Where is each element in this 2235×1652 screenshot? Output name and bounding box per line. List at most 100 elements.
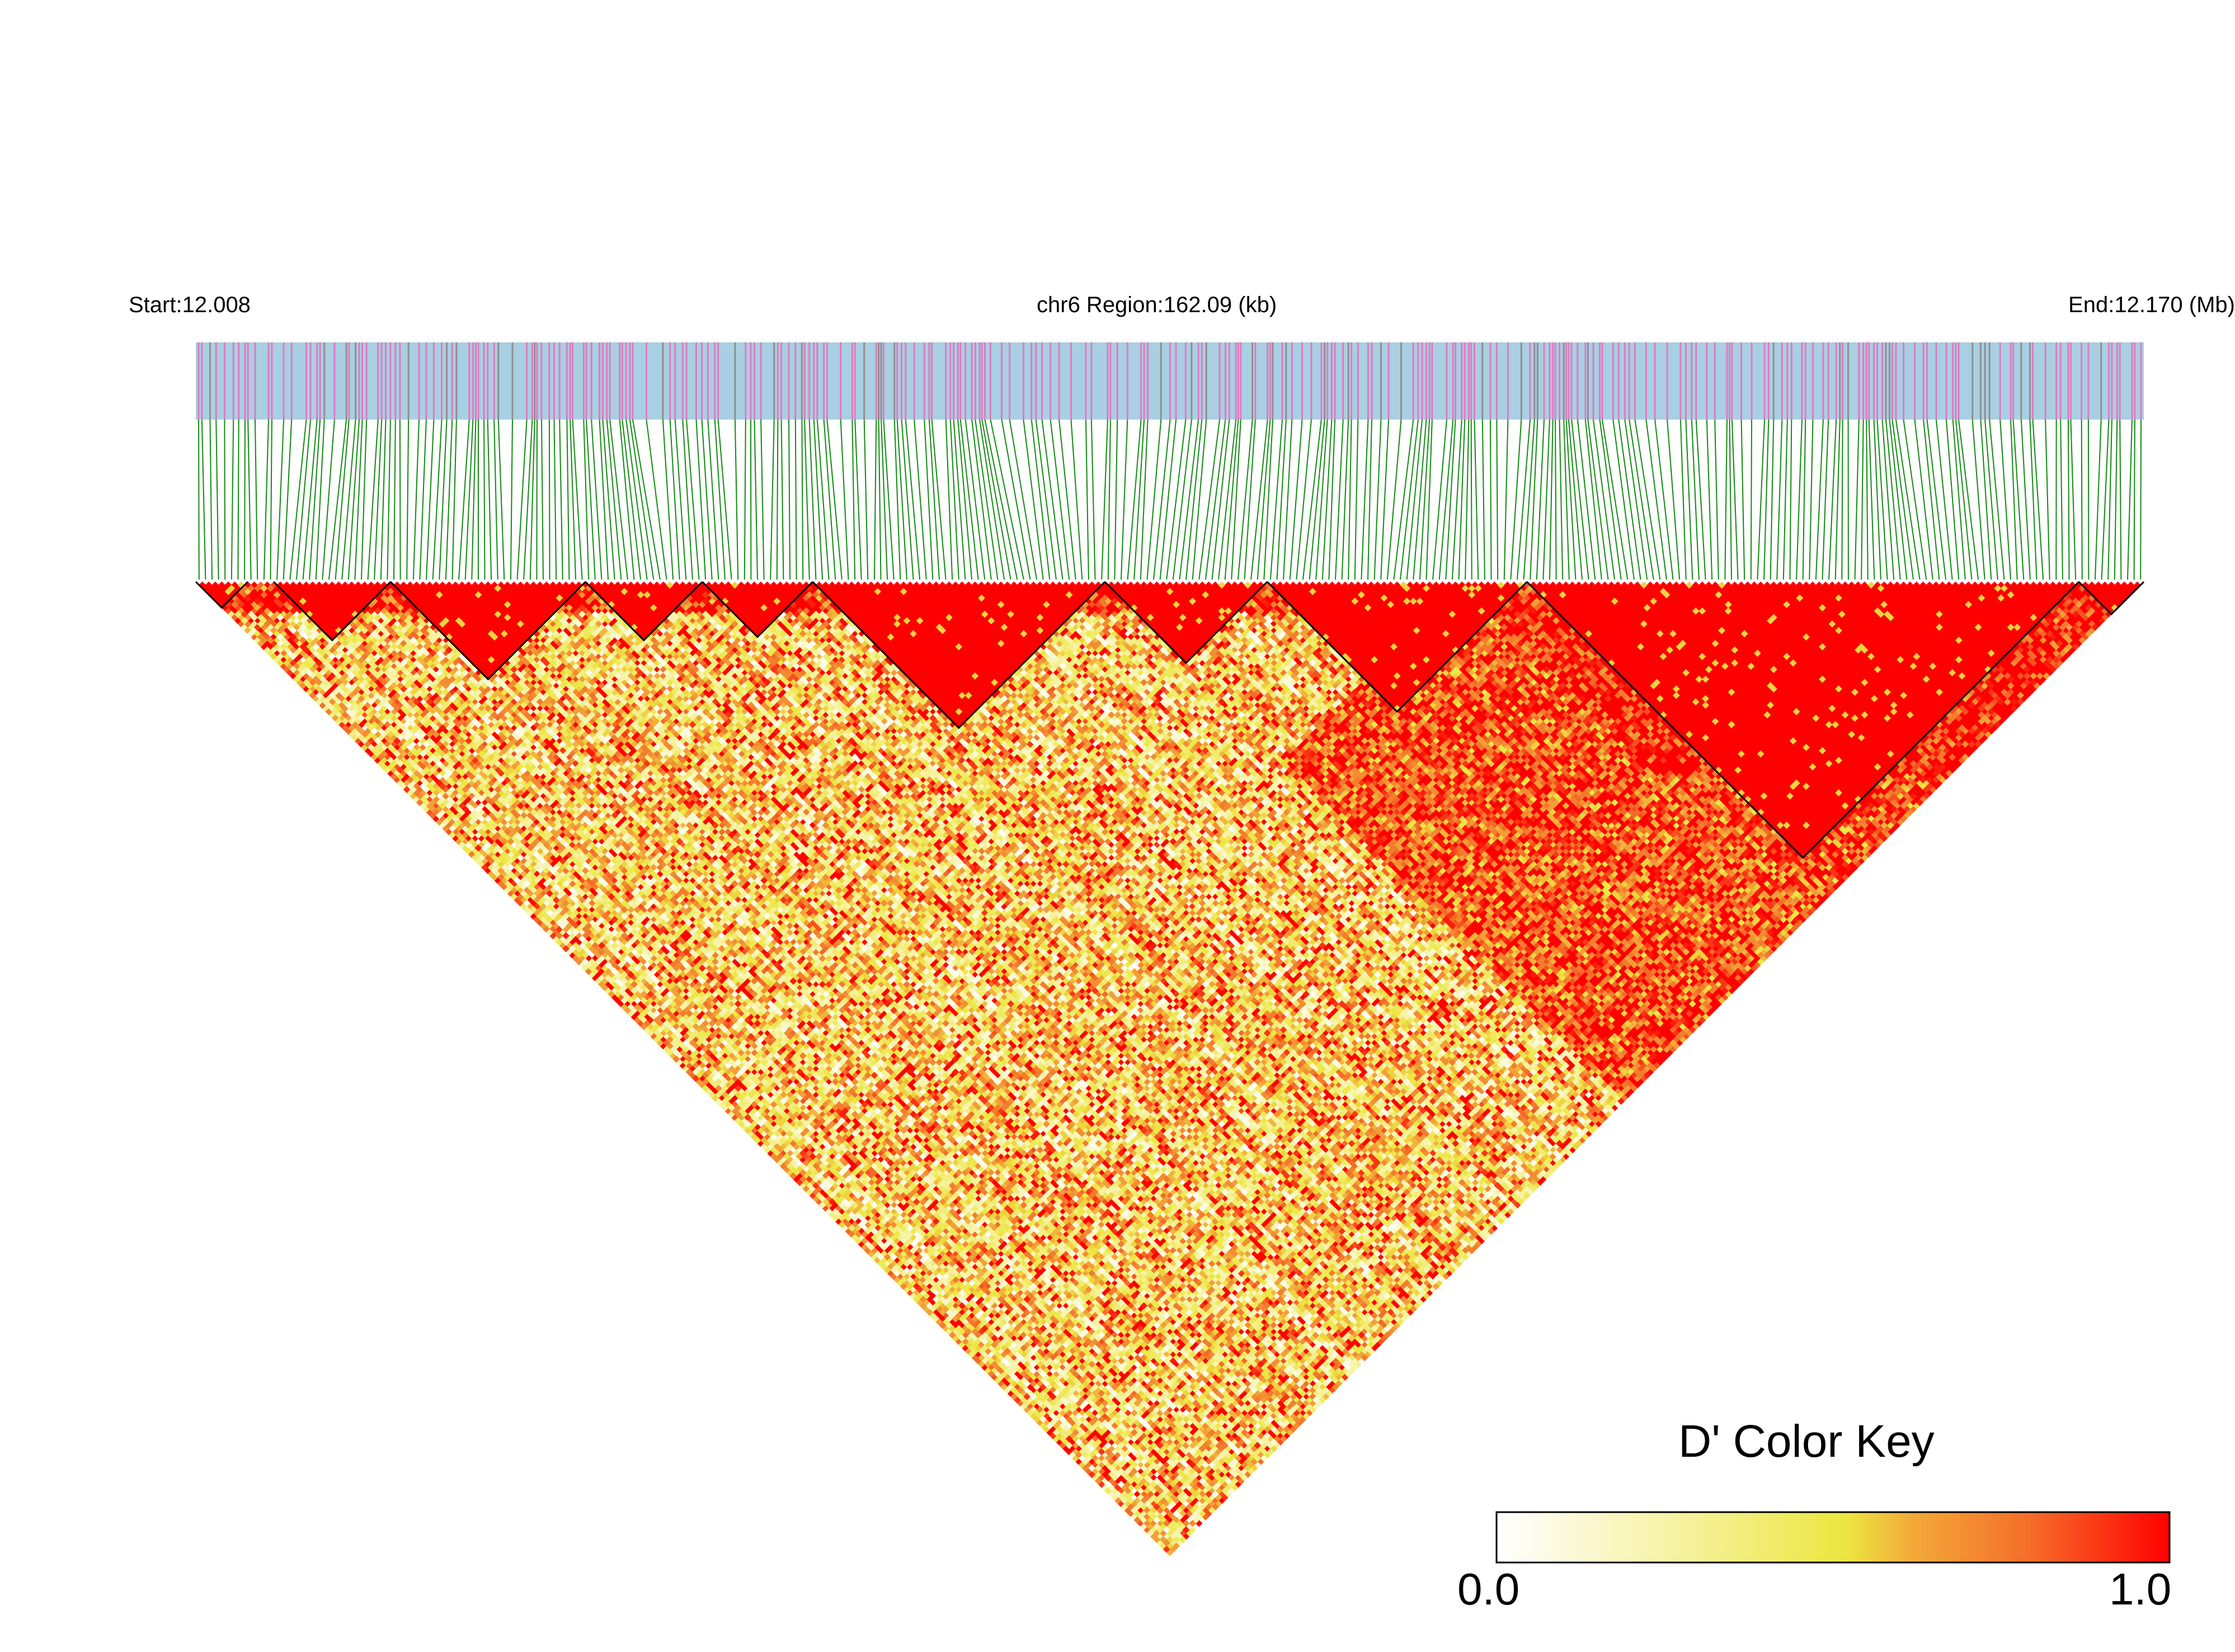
ld-cell-group [224,581,2119,1550]
region-start-label: Start:12.008 [129,293,251,317]
snp-connector [669,419,680,580]
snp-connector [1714,419,1719,580]
snp-connector [1536,419,1545,580]
snp-connector [1885,419,1901,580]
snp-connector [896,419,907,580]
snp-connector [1031,419,1051,580]
snp-connector [487,419,492,580]
snp-connector [1373,419,1382,580]
ld-block-outline [1526,581,2079,859]
snp-connector [215,419,219,580]
snp-connector [263,419,270,580]
snp-connector [674,419,687,580]
snp-connector [1224,419,1239,580]
snp-connector [230,419,234,580]
snp-connector [928,419,940,580]
snp-connector [1489,419,1492,580]
snp-connector [1679,419,1687,580]
snp-connector [609,419,628,580]
snp-connector [1861,419,1864,580]
ld-cell-group [237,585,2070,1556]
snp-connector [270,419,272,580]
snp-connector [1085,419,1089,580]
snp-connector [1185,419,1203,580]
snp-connector [1367,419,1372,580]
snp-connector [957,419,972,580]
snp-connector [873,419,877,580]
snp-connector [406,419,410,580]
snp-connector [1645,419,1667,580]
snp-connector [1152,419,1171,580]
snp-connector [276,419,285,580]
snp-connector [1796,419,1803,580]
snp-connector [1789,419,1792,580]
snp-connector [981,419,1011,580]
snp-connector [1321,419,1333,580]
snp-connector [559,419,563,580]
snp-connector [380,419,387,580]
snp-connector [2020,419,2031,580]
snp-connector [583,419,590,580]
snp-connector [878,419,882,580]
snp-connector [1406,419,1423,580]
snp-connector [315,419,325,580]
snp-connector [1179,419,1199,580]
ld-cell-group [224,581,2102,1537]
snp-connector [1354,419,1359,580]
snp-connector [1634,419,1661,580]
snp-connector [1413,419,1427,580]
snp-connector [840,419,849,580]
snp-connector [1757,419,1766,580]
snp-connector [816,419,830,580]
snp-connector [1289,419,1303,580]
snp-connector [1895,419,1921,580]
snp-connector [984,419,1018,580]
snp-connector [591,419,603,580]
snp-connector [823,419,836,580]
snp-connector [341,419,356,580]
snp-connector [1302,419,1322,580]
snp-connector [1348,419,1352,580]
snp-connector [1425,419,1433,580]
snp-connector [2012,419,2025,580]
snp-connector [914,419,927,580]
snp-connector [1914,419,1933,580]
snp-connector [1802,419,1806,580]
snp-connector [247,419,252,580]
snp-connector [682,419,693,580]
snp-connector [881,419,888,580]
snp-connector [1612,419,1635,580]
snp-connector [1009,419,1038,580]
snp-connector [646,419,667,580]
snp-connector [1309,419,1325,580]
snp-connector [367,419,379,580]
ld-block-outline [585,581,703,642]
snp-connector [1555,419,1557,580]
snp-connector [734,419,739,580]
snp-connector [2126,419,2133,580]
snp-connector [863,419,869,580]
snp-connector [1958,419,1979,580]
snp-connector [1776,419,1783,580]
snp-connector [2070,419,2077,580]
snp-connector [905,419,921,580]
snp-connector [1601,419,1629,580]
snp-connector [770,419,775,580]
snp-connector [622,419,642,580]
snp-connector [776,419,779,580]
snp-connector [387,419,391,580]
snp-connector [1386,419,1402,580]
ld-heatmap-cells [199,581,2141,1556]
snp-connector [1445,419,1456,580]
snp-connector [1361,419,1369,580]
snp-connector [1496,419,1499,580]
snp-connector [2045,419,2050,580]
snp-connector [1695,419,1706,580]
snp-connector [1834,419,1841,580]
ld-block-outline [273,581,392,642]
snp-connector [1341,419,1349,580]
ld-block-outlines [195,581,2145,859]
snp-connector [794,419,797,580]
snp-connector [1419,419,1431,580]
